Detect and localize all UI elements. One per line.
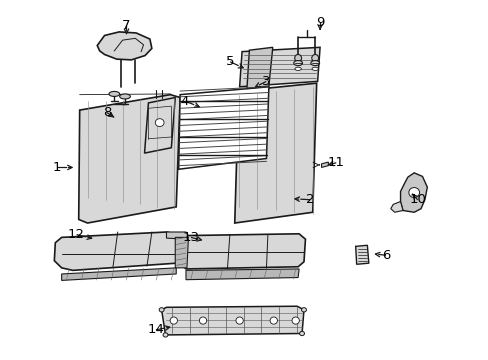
Text: 13: 13 [182,231,199,244]
Text: 11: 11 [327,156,344,169]
Text: 10: 10 [408,193,425,206]
Ellipse shape [155,119,163,127]
Ellipse shape [163,333,167,337]
Ellipse shape [236,317,243,324]
Polygon shape [390,202,402,212]
Polygon shape [61,268,176,280]
Ellipse shape [294,54,301,62]
Ellipse shape [294,67,301,71]
Polygon shape [400,173,427,212]
Ellipse shape [109,91,120,96]
Polygon shape [144,98,175,153]
Polygon shape [246,47,272,89]
Ellipse shape [293,60,302,66]
Polygon shape [54,232,184,270]
Ellipse shape [199,317,206,324]
Polygon shape [321,162,328,167]
Polygon shape [180,234,305,269]
Polygon shape [234,83,316,223]
Text: 7: 7 [122,19,130,32]
Polygon shape [161,306,304,335]
Ellipse shape [301,308,306,312]
Text: 4: 4 [181,95,189,108]
Polygon shape [185,269,299,280]
Polygon shape [178,87,268,169]
Text: 3: 3 [262,75,270,88]
Polygon shape [79,95,180,223]
Text: 9: 9 [315,16,324,29]
Ellipse shape [299,331,304,336]
Ellipse shape [159,308,163,312]
Ellipse shape [408,188,419,198]
Polygon shape [175,237,188,268]
Ellipse shape [311,54,318,62]
Ellipse shape [310,60,319,66]
Ellipse shape [291,317,299,324]
Text: 6: 6 [381,249,389,262]
Polygon shape [239,47,320,87]
Text: 12: 12 [68,228,84,241]
Text: 2: 2 [305,193,314,206]
Text: 5: 5 [225,55,234,68]
Text: 14: 14 [147,323,164,336]
Ellipse shape [120,94,130,99]
Ellipse shape [269,317,277,324]
Ellipse shape [170,317,177,324]
Polygon shape [355,245,368,264]
Polygon shape [97,32,152,60]
Ellipse shape [311,67,318,71]
Text: 8: 8 [102,106,111,119]
Polygon shape [166,232,188,239]
Text: 1: 1 [52,161,61,174]
